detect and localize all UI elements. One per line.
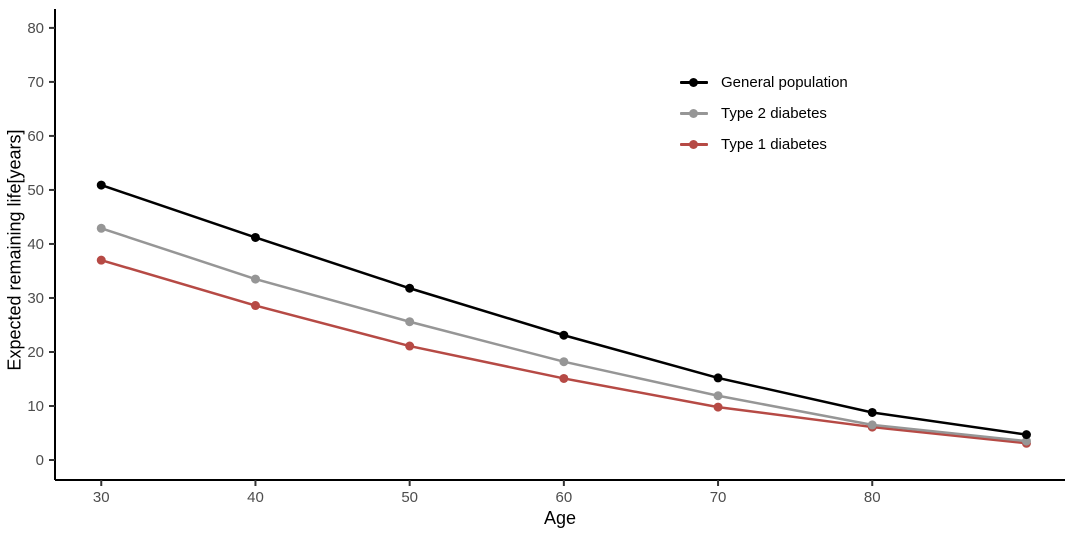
y-tick-label: 50 (27, 182, 44, 199)
data-point-series-1 (405, 317, 415, 327)
data-point-series-2 (405, 341, 415, 351)
y-tick-label: 70 (27, 74, 44, 91)
data-point-series-1 (559, 357, 569, 367)
legend-dot-icon (689, 78, 698, 87)
data-point-series-0 (1021, 430, 1031, 440)
series-line-0 (100, 183, 1027, 436)
y-tick-label: 80 (27, 20, 44, 37)
y-tick-label: 40 (27, 236, 44, 253)
data-point-series-1 (867, 420, 877, 430)
legend: General population Type 2 diabetes Type … (680, 67, 848, 160)
legend-dot-icon (689, 109, 698, 118)
legend-label: Type 1 diabetes (721, 136, 827, 153)
legend-line-dot-marker (680, 108, 708, 119)
y-tick-label: 60 (27, 128, 44, 145)
y-tick-label: 20 (27, 344, 44, 361)
legend-line-dot-marker (680, 77, 708, 88)
data-point-series-0 (250, 232, 260, 242)
legend-line-dot-marker (680, 139, 708, 150)
x-tick-label: 30 (93, 489, 110, 506)
data-point-series-2 (96, 255, 106, 265)
data-point-series-0 (713, 373, 723, 383)
x-tick-label: 40 (247, 489, 264, 506)
x-tick-label: 60 (556, 489, 573, 506)
x-tick-label: 80 (864, 489, 881, 506)
legend-item-general-population: General population (680, 67, 848, 98)
data-point-series-1 (713, 391, 723, 401)
legend-label: Type 2 diabetes (721, 105, 827, 122)
legend-dot-icon (689, 140, 698, 149)
legend-item-type-2-diabetes: Type 2 diabetes (680, 98, 848, 129)
legend-label: General population (721, 74, 848, 91)
y-axis-title: Expected remaining life[years] (4, 129, 25, 371)
data-point-series-0 (405, 283, 415, 293)
x-tick-label: 70 (710, 489, 727, 506)
data-point-series-1 (96, 223, 106, 233)
data-point-series-2 (559, 373, 569, 383)
data-point-series-1 (1021, 436, 1031, 446)
data-point-series-0 (559, 330, 569, 340)
y-tick-label: 30 (27, 290, 44, 307)
data-point-series-0 (867, 407, 877, 417)
data-point-series-2 (250, 301, 260, 311)
y-tick-label: 10 (27, 398, 44, 415)
data-point-series-0 (96, 180, 106, 190)
x-tick-label: 50 (401, 489, 418, 506)
data-point-series-2 (713, 402, 723, 412)
x-axis-title: Age (543, 508, 577, 528)
data-point-series-1 (250, 274, 260, 284)
y-tick-label: 0 (36, 452, 44, 469)
legend-item-type-1-diabetes: Type 1 diabetes (680, 129, 848, 160)
